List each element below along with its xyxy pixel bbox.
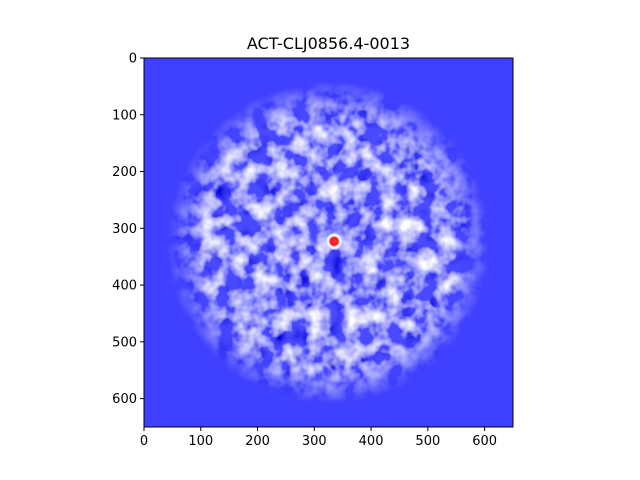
y-tick-label: 600 (112, 392, 137, 407)
x-tick-label: 100 (188, 434, 213, 449)
y-tick-label: 0 (129, 52, 137, 67)
axes-frame (143, 57, 514, 428)
y-tick-label: 500 (112, 335, 137, 350)
chart-title: ACT-CLJ0856.4-0013 (247, 34, 410, 53)
x-tick-label: 0 (140, 434, 148, 449)
x-tick-label: 600 (472, 434, 497, 449)
y-tick-label: 100 (112, 108, 137, 123)
x-tick-label: 500 (415, 434, 440, 449)
point-source (325, 232, 344, 251)
x-tick-label: 400 (359, 434, 384, 449)
y-tick-label: 300 (112, 222, 137, 237)
plot-area (144, 58, 513, 427)
x-tick-label: 300 (302, 434, 327, 449)
y-tick-label: 200 (112, 165, 137, 180)
y-axis: 0 100 200 300 400 500 600 (112, 52, 144, 407)
x-axis: 0 100 200 300 400 500 600 (140, 427, 497, 449)
x-tick-label: 200 (245, 434, 270, 449)
y-tick-label: 400 (112, 279, 137, 294)
